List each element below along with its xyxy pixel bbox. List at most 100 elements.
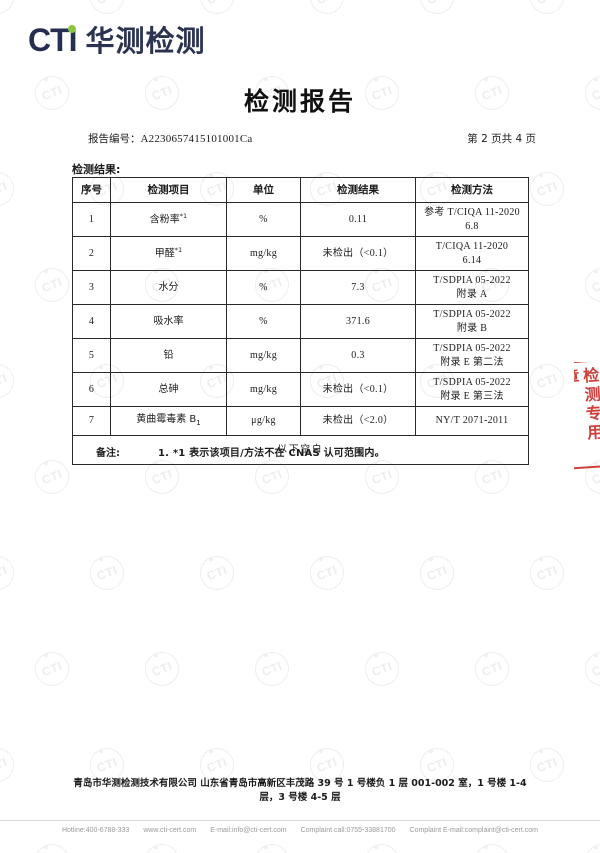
cell-result: 7.3: [300, 270, 416, 305]
cell-no: 1: [72, 202, 111, 237]
remark-text: 1. *1 表示该项目/方法不在 CNAS 认可范围内。: [158, 448, 385, 459]
cell-no: 4: [72, 304, 111, 339]
table-row: 4 吸水率% 371.6 T/SDPIA 05-2022 附录 B: [72, 304, 529, 339]
cell-result: 0.3: [300, 338, 416, 373]
watermark-cti-icon: CTI: [415, 0, 459, 19]
column-header-result: 检测结果: [300, 177, 416, 203]
seal-text: 检测专用章: [574, 362, 600, 470]
cell-method: T/SDPIA 05-2022 附录 E 第二法: [415, 338, 529, 373]
page-indicator: 第 2 页共 4 页: [467, 133, 536, 145]
watermark-cti-icon: CTI: [0, 551, 19, 595]
cell-method: 参考 T/CIQA 11-2020 6.8: [415, 202, 529, 237]
watermark-cti-icon: CTI: [525, 359, 569, 403]
report-number-value: A2230657415101001Ca: [140, 133, 253, 145]
cell-method: T/SDPIA 05-2022 附录 E 第三法: [415, 372, 529, 407]
cell-item: 含粉率*1: [110, 202, 227, 237]
watermark-cti-icon: CTI: [30, 263, 74, 307]
watermark-cti-icon: CTI: [470, 647, 514, 691]
watermark-cti-icon: CTI: [470, 839, 514, 853]
cell-method: NY/T 2071-2011: [415, 406, 529, 436]
watermark-cti-icon: CTI: [360, 839, 404, 853]
cell-result: 未检出（<0.1）: [300, 372, 416, 407]
watermark-cti-icon: CTI: [0, 743, 19, 787]
watermark-cti-icon: CTI: [305, 551, 349, 595]
logo-chinese-name: 华测检测: [85, 24, 206, 58]
footer-contact-item: Complaint E-mail:complaint@cti-cert.com: [409, 827, 539, 834]
watermark-cti-icon: CTI: [525, 0, 569, 19]
watermark-cti-icon: CTI: [0, 359, 19, 403]
column-header-method: 检测方法: [415, 177, 529, 203]
column-header-item: 检测项目: [110, 177, 227, 203]
cell-unit: %: [226, 270, 301, 305]
cell-no: 2: [72, 236, 111, 271]
footer-contact-item: www.cti-cert.com: [143, 827, 197, 834]
table-row: 7 黄曲霉毒素 B1 μg/kg 未检出（<2.0） NY/T 2071-2011: [72, 406, 529, 436]
results-table-wrapper: 序号 检测项目 单位 检测结果 检测方法 1 含粉率*1% 0.11 参考 T/CIQ…: [72, 177, 529, 465]
cell-item: 甲醛*1: [110, 236, 227, 271]
logo-cti-text: CTI: [28, 24, 78, 56]
cell-method: T/SDPIA 05-2022 附录 B: [415, 304, 529, 339]
watermark-cti-icon: CTI: [30, 647, 74, 691]
watermark-cti-icon: CTI: [525, 167, 569, 211]
inspection-seal-stamp: 检测专用章: [574, 362, 600, 470]
cell-result: 未检出（<2.0）: [300, 406, 416, 436]
column-header-unit: 单位: [226, 177, 301, 203]
cell-item: 黄曲霉毒素 B1: [110, 406, 227, 436]
cell-unit: %: [226, 202, 301, 237]
watermark-cti-icon: CTI: [525, 551, 569, 595]
cell-unit: mg/kg: [226, 236, 301, 271]
column-header-no: 序号: [72, 177, 111, 203]
cell-result: 371.6: [300, 304, 416, 339]
footer-address-line-2: 层，3 号楼 4-5 层: [259, 792, 341, 804]
results-section-label: 检测结果:: [72, 163, 121, 176]
footer-address-line-1: 青岛市华测检测技术有限公司 山东省青岛市高新区丰茂路 39 号 1 号楼负 1 …: [73, 778, 527, 789]
cell-method: T/CIQA 11-2020 6.14: [415, 236, 529, 271]
results-table-head: 序号 检测项目 单位 检测结果 检测方法: [72, 177, 529, 203]
watermark-cti-icon: CTI: [140, 839, 184, 853]
remark-label: 备注:: [96, 448, 120, 459]
watermark-cti-icon: CTI: [360, 647, 404, 691]
watermark-cti-icon: CTI: [415, 551, 459, 595]
cell-no: 5: [72, 338, 111, 373]
watermark-cti-icon: CTI: [140, 647, 184, 691]
cti-logo: CTI 华测检测: [28, 24, 206, 56]
cell-item: 水分: [110, 270, 227, 305]
cell-no: 7: [72, 406, 111, 436]
cell-unit: mg/kg: [226, 338, 301, 373]
footer-contact-item: Complaint call:0755-33881700: [300, 827, 396, 834]
blank-row-text: 以下空白: [72, 435, 529, 465]
footer-contact-bar: Hotline:400-6788-333 www.cti-cert.com E-ma…: [0, 820, 600, 834]
cell-result: 未检出（<0.1）: [300, 236, 416, 271]
watermark-cti-icon: CTI: [250, 839, 294, 853]
results-table: 序号 检测项目 单位 检测结果 检测方法 1 含粉率*1% 0.11 参考 T/CIQ…: [72, 177, 529, 465]
report-meta: 报告编号：A2230657415101001Ca 第 2 页共 4 页: [88, 131, 536, 146]
report-number-label: 报告编号：: [88, 133, 141, 145]
table-row: 1 含粉率*1% 0.11 参考 T/CIQA 11-2020 6.8: [72, 202, 529, 237]
page-title: 检测报告: [243, 87, 356, 116]
cell-unit: mg/kg: [226, 372, 301, 407]
watermark-cti-icon: CTI: [580, 647, 600, 691]
watermark-cti-icon: CTI: [85, 551, 129, 595]
watermark-cti-icon: CTI: [250, 647, 294, 691]
cell-no: 3: [72, 270, 111, 305]
table-row: 2 甲醛*1 mg/kg 未检出（<0.1） T/CIQA 11-2020 6.14: [72, 236, 529, 271]
cell-item: 总砷: [110, 372, 227, 407]
table-row: 5 铅 mg/kg 0.3 T/SDPIA 05-2022 附录 E 第二法: [72, 338, 529, 373]
footer-address: 青岛市华测检测技术有限公司 山东省青岛市高新区丰茂路 39 号 1 号楼负 1 …: [60, 777, 540, 806]
watermark-cti-icon: CTI: [0, 0, 19, 19]
cell-item: 吸水率: [110, 304, 227, 339]
watermark-cti-icon: CTI: [30, 455, 74, 499]
watermark-cti-icon: CTI: [0, 167, 19, 211]
cell-unit: %: [226, 304, 301, 339]
cell-no: 6: [72, 372, 111, 407]
report-number-block: 报告编号：A2230657415101001Ca: [88, 131, 252, 146]
footer-contact-list: Hotline:400-6788-333 www.cti-cert.com E-ma…: [0, 827, 600, 834]
results-table-body: 1 含粉率*1% 0.11 参考 T/CIQA 11-2020 6.8 2 甲醛*1 mg/k…: [72, 202, 529, 465]
watermark-cti-icon: CTI: [580, 263, 600, 307]
footer-contact-item: E-mail:info@cti-cert.com: [210, 827, 287, 834]
watermark-cti-icon: CTI: [30, 839, 74, 853]
table-row: 3 水分% 7.3 T/SDPIA 05-2022 附录 A: [72, 270, 529, 305]
remark: 备注: 1. *1 表示该项目/方法不在 CNAS 认可范围内。: [96, 444, 385, 459]
footer-contact-item: Hotline:400-6788-333: [61, 827, 130, 834]
